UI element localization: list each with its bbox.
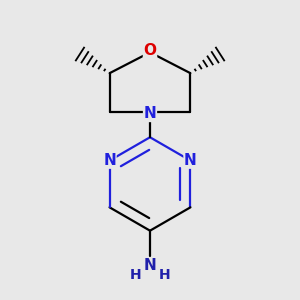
- Text: N: N: [144, 106, 156, 122]
- Text: H: H: [129, 268, 141, 282]
- Text: H: H: [159, 268, 171, 282]
- Text: N: N: [103, 153, 116, 168]
- Text: N: N: [184, 153, 197, 168]
- Text: N: N: [144, 258, 156, 273]
- Text: O: O: [143, 43, 157, 58]
